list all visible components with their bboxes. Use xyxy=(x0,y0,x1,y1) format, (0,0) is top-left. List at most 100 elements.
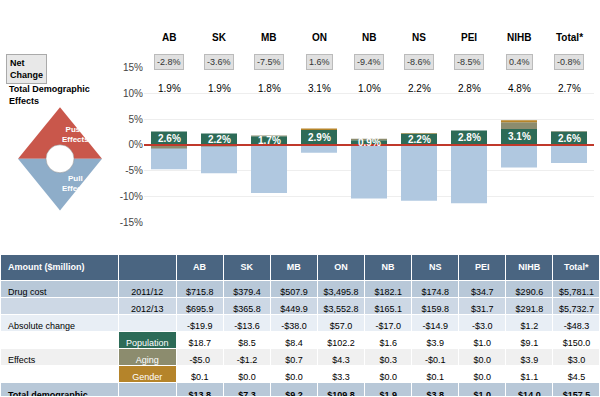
svg-text:2012/13: 2012/13 xyxy=(131,304,164,314)
svg-text:-$13.6: -$13.6 xyxy=(234,321,260,331)
svg-text:MB: MB xyxy=(261,32,277,43)
svg-text:$0.0: $0.0 xyxy=(285,372,303,382)
svg-text:$1.0: $1.0 xyxy=(474,390,492,396)
svg-text:$715.8: $715.8 xyxy=(186,287,214,297)
svg-text:-0.8%: -0.8% xyxy=(557,57,581,67)
svg-text:$159.8: $159.8 xyxy=(421,304,449,314)
svg-text:Total*: Total* xyxy=(556,32,583,43)
svg-text:0%: 0% xyxy=(129,139,144,150)
svg-text:-8.6%: -8.6% xyxy=(407,57,431,67)
svg-text:3.1%: 3.1% xyxy=(308,83,331,94)
svg-text:0.4%: 0.4% xyxy=(509,57,530,67)
svg-text:$3.0: $3.0 xyxy=(568,355,586,365)
svg-text:$0.3: $0.3 xyxy=(379,355,397,365)
svg-text:$4.3: $4.3 xyxy=(332,355,350,365)
svg-text:$7.3: $7.3 xyxy=(238,390,256,396)
svg-text:-2.8%: -2.8% xyxy=(157,57,181,67)
svg-text:4.8%: 4.8% xyxy=(508,83,531,94)
svg-text:NS: NS xyxy=(412,32,426,43)
svg-text:1.0%: 1.0% xyxy=(358,83,381,94)
svg-text:2.2%: 2.2% xyxy=(208,134,231,145)
svg-text:$3.8: $3.8 xyxy=(426,390,444,396)
svg-text:$165.1: $165.1 xyxy=(374,304,402,314)
svg-text:2.2%: 2.2% xyxy=(408,134,431,145)
svg-text:$8.4: $8.4 xyxy=(285,338,303,348)
svg-text:2.8%: 2.8% xyxy=(458,132,481,143)
svg-text:$0.1: $0.1 xyxy=(426,372,444,382)
svg-text:$31.7: $31.7 xyxy=(471,304,494,314)
svg-text:1.8%: 1.8% xyxy=(258,83,281,94)
svg-text:$1.9: $1.9 xyxy=(379,390,397,396)
svg-text:-3.6%: -3.6% xyxy=(207,57,231,67)
svg-text:2.7%: 2.7% xyxy=(558,83,581,94)
svg-text:-5%: -5% xyxy=(125,165,143,176)
svg-text:SK: SK xyxy=(212,32,227,43)
svg-text:$174.8: $174.8 xyxy=(421,287,449,297)
svg-text:Aging: Aging xyxy=(136,355,159,365)
svg-text:-9.4%: -9.4% xyxy=(357,57,381,67)
svg-text:-8.5%: -8.5% xyxy=(457,57,481,67)
svg-text:$4.5: $4.5 xyxy=(568,372,586,382)
svg-text:$8.5: $8.5 xyxy=(238,338,256,348)
svg-text:AB: AB xyxy=(162,32,176,43)
svg-text:$3,495.8: $3,495.8 xyxy=(324,287,359,297)
svg-text:NB: NB xyxy=(381,262,394,272)
svg-text:$102.2: $102.2 xyxy=(327,338,355,348)
svg-text:$0.7: $0.7 xyxy=(285,355,303,365)
svg-text:0.9%: 0.9% xyxy=(358,137,381,148)
svg-text:$150.0: $150.0 xyxy=(563,338,591,348)
svg-text:5%: 5% xyxy=(129,114,144,125)
svg-text:$57.0: $57.0 xyxy=(330,321,353,331)
svg-text:-$0.1: -$0.1 xyxy=(425,355,446,365)
svg-text:$9.1: $9.1 xyxy=(521,338,539,348)
svg-text:2.2%: 2.2% xyxy=(408,83,431,94)
svg-text:MB: MB xyxy=(287,262,301,272)
svg-text:1.9%: 1.9% xyxy=(158,83,181,94)
svg-text:$157.5: $157.5 xyxy=(563,390,591,396)
svg-text:1.6%: 1.6% xyxy=(309,57,330,67)
svg-text:$1.2: $1.2 xyxy=(521,321,539,331)
svg-text:$507.9: $507.9 xyxy=(280,287,308,297)
svg-text:$1.0: $1.0 xyxy=(474,338,492,348)
svg-text:1.7%: 1.7% xyxy=(258,135,281,146)
svg-text:$0.1: $0.1 xyxy=(191,372,209,382)
svg-text:$5,732.7: $5,732.7 xyxy=(559,304,594,314)
svg-text:NIHB: NIHB xyxy=(507,32,531,43)
svg-text:1.9%: 1.9% xyxy=(208,83,231,94)
svg-text:$3,552.8: $3,552.8 xyxy=(324,304,359,314)
svg-text:3.1%: 3.1% xyxy=(508,131,531,142)
svg-text:$1.1: $1.1 xyxy=(521,372,539,382)
svg-text:2.9%: 2.9% xyxy=(308,132,331,143)
svg-text:Drug cost: Drug cost xyxy=(8,287,47,297)
svg-text:NS: NS xyxy=(429,262,442,272)
svg-text:Effects: Effects xyxy=(8,355,36,365)
svg-text:$5,781.1: $5,781.1 xyxy=(559,287,594,297)
svg-text:$379.4: $379.4 xyxy=(233,287,261,297)
svg-text:2.8%: 2.8% xyxy=(458,83,481,94)
svg-text:-$3.0: -$3.0 xyxy=(472,321,493,331)
svg-text:$3.3: $3.3 xyxy=(332,372,350,382)
svg-text:AB: AB xyxy=(193,262,206,272)
svg-text:Amount ($million): Amount ($million) xyxy=(8,262,85,272)
svg-text:ON: ON xyxy=(334,262,348,272)
svg-text:-$38.0: -$38.0 xyxy=(281,321,307,331)
svg-text:$0.0: $0.0 xyxy=(474,372,492,382)
svg-text:-$48.3: -$48.3 xyxy=(564,321,590,331)
svg-text:PullEffects: PullEffects xyxy=(62,174,89,193)
svg-text:-$19.9: -$19.9 xyxy=(187,321,213,331)
svg-text:2.6%: 2.6% xyxy=(158,133,181,144)
svg-text:$182.1: $182.1 xyxy=(374,287,402,297)
svg-text:Population: Population xyxy=(126,338,169,348)
svg-text:ON: ON xyxy=(312,32,327,43)
svg-text:$14.0: $14.0 xyxy=(518,390,541,396)
svg-text:Total demographiceffect: Total demographiceffect xyxy=(8,390,88,396)
svg-text:NIHB: NIHB xyxy=(518,262,540,272)
svg-text:$109.8: $109.8 xyxy=(327,390,355,396)
svg-text:-$14.9: -$14.9 xyxy=(422,321,448,331)
svg-text:Absolute change: Absolute change xyxy=(8,321,75,331)
svg-text:$0.0: $0.0 xyxy=(238,372,256,382)
svg-text:-$5.0: -$5.0 xyxy=(190,355,211,365)
svg-text:-$1.2: -$1.2 xyxy=(237,355,258,365)
svg-text:$0.0: $0.0 xyxy=(474,355,492,365)
svg-text:-15%: -15% xyxy=(120,217,143,228)
